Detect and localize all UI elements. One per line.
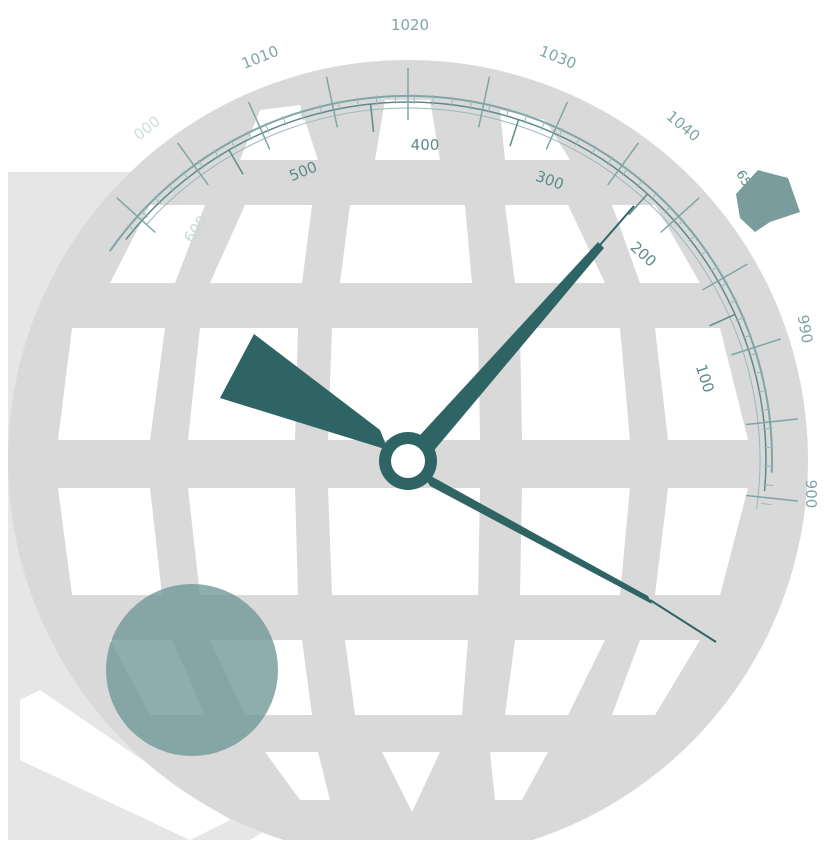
globe-cell xyxy=(520,328,630,440)
outer-minor-tick xyxy=(763,485,773,486)
outer-label-partial-left: 000 xyxy=(130,112,164,144)
globe-cell xyxy=(58,328,165,440)
outer-minor-tick xyxy=(433,95,434,105)
globe-cell xyxy=(58,488,162,595)
outer-label-900: 900 xyxy=(802,480,820,509)
globe-cell xyxy=(188,488,298,595)
hub-center xyxy=(391,444,425,478)
outer-label-1030: 1030 xyxy=(537,42,579,73)
outer-label-1020: 1020 xyxy=(391,16,429,34)
outer-label-990: 990 xyxy=(794,313,817,344)
globe-cell xyxy=(340,205,472,283)
inner-label-400: 400 xyxy=(411,136,440,154)
outer-label-1010: 1010 xyxy=(239,42,281,73)
accent-circle xyxy=(106,584,278,756)
globe-cell xyxy=(328,488,480,595)
globe-cell xyxy=(345,640,468,715)
outer-label-1040: 1040 xyxy=(663,107,704,145)
